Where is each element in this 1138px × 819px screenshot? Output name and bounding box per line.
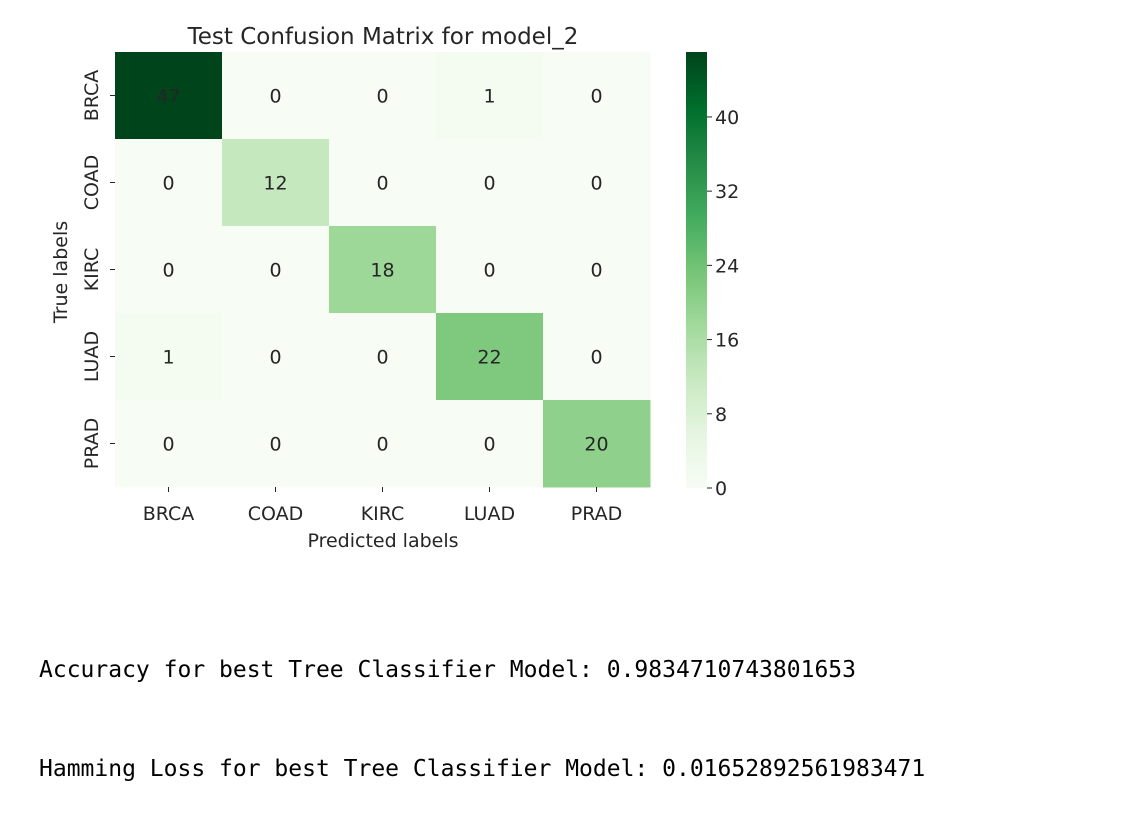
cell-value-label: 22 [477,347,501,369]
cell-value-label: 0 [269,260,281,282]
hamming-loss-output: Hamming Loss for best Tree Classifier Mo… [39,756,926,782]
y-axis-label: True labels [50,221,72,324]
cell-value-label: 18 [370,260,394,282]
y-tick-label: LUAD [81,331,103,382]
colorbar [686,52,707,488]
heatmap-cell [436,400,544,488]
heatmap-cell [222,313,330,401]
cell-value-label: 0 [590,86,602,108]
heatmap-cell [543,400,651,488]
x-axis-label: Predicted labels [307,530,458,552]
y-tick-label: KIRC [81,248,103,292]
cell-value-label: 20 [584,434,608,456]
cell-value-label: 0 [376,434,388,456]
colorbar-ticks: 0 8 16 24 32 40 [707,107,739,500]
heatmap-cell [115,226,223,314]
cell-value-label: 0 [483,173,495,195]
heatmap-cell [115,400,223,488]
cell-value-label: 1 [162,347,174,369]
chart-title: Test Confusion Matrix for model_2 [187,24,579,50]
heatmap-cell [329,313,437,401]
cell-value-label: 0 [590,260,602,282]
heatmap-cell [222,400,330,488]
x-tick-label: BRCA [143,503,195,525]
heatmap-cell [436,226,544,314]
cell-value-label: 12 [263,173,287,195]
heatmap-cell [436,139,544,227]
heatmap-cell [222,139,330,227]
cell-value-label: 0 [590,347,602,369]
heatmap-cell [115,313,223,401]
cell-value-label: 0 [162,173,174,195]
heatmap-cells: 47 0 0 1 0 0 12 0 0 0 0 0 18 0 0 1 0 0 22 0 0 0 0 0 20 [115,52,651,488]
y-axis-ticks: BRCA COAD KIRC LUAD PRAD [81,70,115,470]
colorbar-tick-label: 40 [715,107,739,129]
cell-value-label: 0 [269,347,281,369]
colorbar-tick-label: 8 [715,404,727,426]
heatmap-cell [329,400,437,488]
heatmap-cell [543,139,651,227]
x-axis-ticks: BRCA COAD KIRC LUAD PRAD [143,487,623,525]
heatmap-cell [543,226,651,314]
y-tick-label: BRCA [81,70,103,122]
cell-value-label: 0 [162,434,174,456]
cell-value-label: 0 [376,86,388,108]
heatmap-cell [222,52,330,140]
cell-value-label: 0 [376,347,388,369]
x-tick-label: LUAD [464,503,515,525]
heatmap-cell [115,139,223,227]
cell-value-label: 0 [376,173,388,195]
colorbar-tick-label: 16 [715,330,739,352]
heatmap-cell [543,313,651,401]
cell-value-label: 0 [590,173,602,195]
output-text: Accuracy for best Tree Classifier Model:… [39,588,925,819]
cell-value-label: 0 [162,260,174,282]
colorbar-tick-label: 0 [715,478,727,500]
x-tick-label: COAD [248,503,304,525]
confusion-matrix-chart: Test Confusion Matrix for model_2 47 0 0 1 0… [50,24,739,552]
cell-value-label: 0 [269,434,281,456]
heatmap-cell [329,226,437,314]
cell-value-label: 47 [156,86,180,108]
y-tick-label: COAD [81,155,103,211]
heatmap-cell [115,52,223,140]
heatmap-cell [329,139,437,227]
heatmap-cell [329,52,437,140]
cell-value-label: 0 [483,434,495,456]
cell-value-label: 0 [483,260,495,282]
heatmap-cell [543,52,651,140]
accuracy-output: Accuracy for best Tree Classifier Model:… [39,657,856,683]
colorbar-tick-label: 32 [715,181,739,203]
heatmap-cell [436,313,544,401]
y-tick-label: PRAD [81,418,103,470]
cell-value-label: 0 [269,86,281,108]
x-tick-label: KIRC [361,503,405,525]
colorbar-tick-label: 24 [715,255,739,277]
heatmap-cell [436,52,544,140]
x-tick-label: PRAD [571,503,623,525]
cell-value-label: 1 [483,86,495,108]
heatmap-cell [222,226,330,314]
